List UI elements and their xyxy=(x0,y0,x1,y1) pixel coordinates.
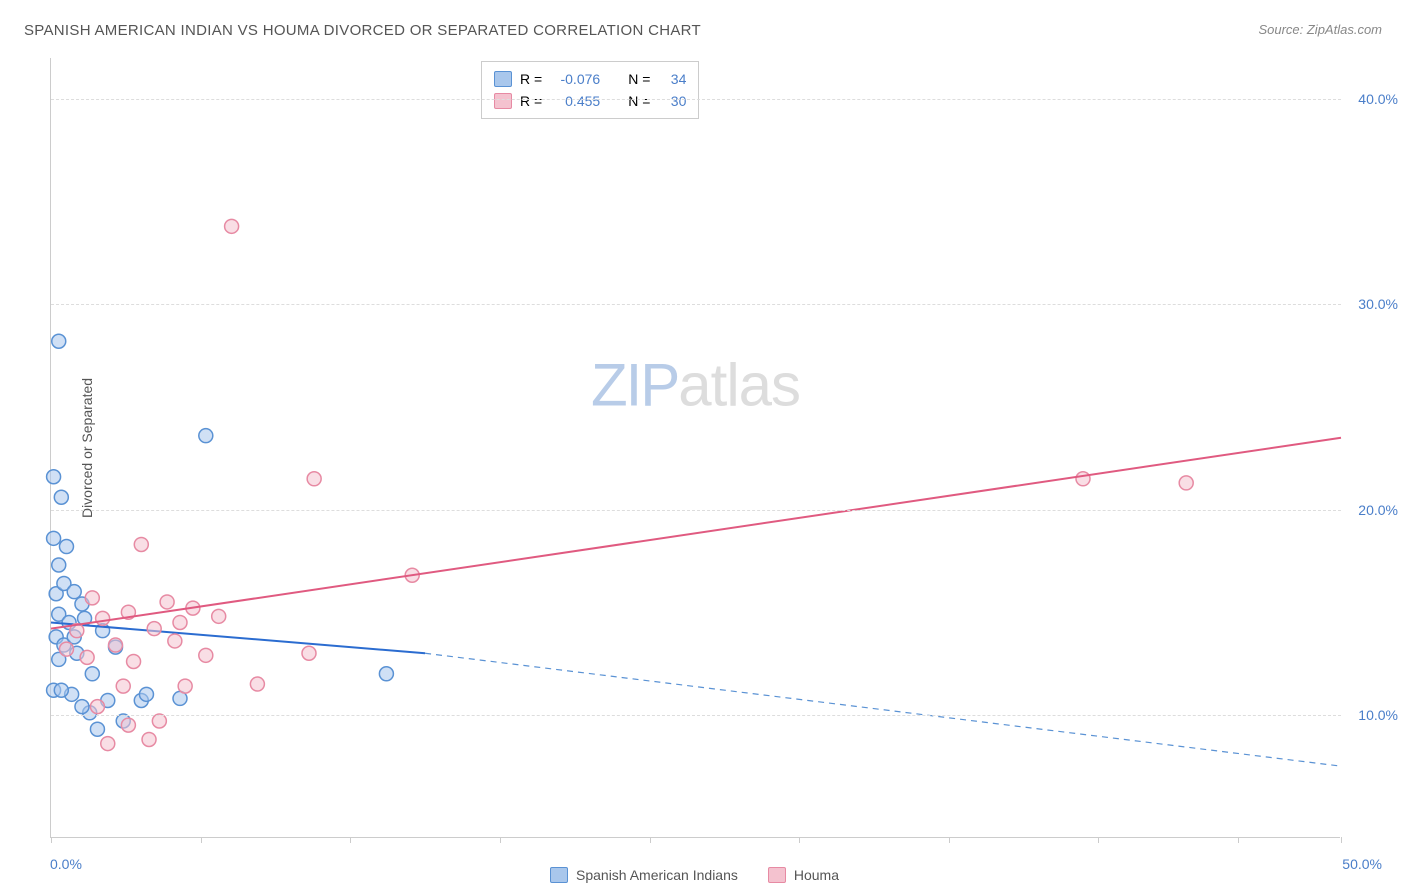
swatch-series-a xyxy=(494,71,512,87)
legend-series: Spanish American Indians Houma xyxy=(550,867,839,883)
regression-line xyxy=(51,438,1341,629)
data-point xyxy=(1179,476,1193,490)
data-point xyxy=(302,646,316,660)
legend-row-b: R = 0.455 N = 30 xyxy=(494,90,686,112)
plot-svg xyxy=(51,58,1341,838)
x-tick xyxy=(1238,837,1239,843)
x-tick-label: 50.0% xyxy=(1342,856,1382,872)
data-point xyxy=(90,722,104,736)
y-tick-label: 40.0% xyxy=(1358,91,1398,107)
data-point xyxy=(47,531,61,545)
data-point xyxy=(85,667,99,681)
r-label: R = xyxy=(520,90,542,112)
data-point xyxy=(152,714,166,728)
x-tick xyxy=(1341,837,1342,843)
data-point xyxy=(307,472,321,486)
x-tick xyxy=(51,837,52,843)
data-point xyxy=(121,718,135,732)
data-point xyxy=(116,679,130,693)
swatch-series-b xyxy=(494,93,512,109)
gridline xyxy=(51,304,1341,305)
x-tick xyxy=(350,837,351,843)
regression-extrapolation xyxy=(425,653,1341,766)
r-label: R = xyxy=(520,68,542,90)
data-point xyxy=(134,537,148,551)
x-tick-label: 0.0% xyxy=(50,856,82,872)
data-point xyxy=(52,558,66,572)
n-value-a: 34 xyxy=(658,68,686,90)
data-point xyxy=(147,622,161,636)
legend-swatch xyxy=(768,867,786,883)
legend-label: Houma xyxy=(794,867,839,883)
data-point xyxy=(379,667,393,681)
y-tick-label: 20.0% xyxy=(1358,502,1398,518)
data-point xyxy=(199,429,213,443)
data-point xyxy=(90,700,104,714)
n-label: N = xyxy=(628,90,650,112)
data-point xyxy=(212,609,226,623)
n-label: N = xyxy=(628,68,650,90)
plot-area: ZIPatlas R = -0.076 N = 34 R = 0.455 N =… xyxy=(50,58,1340,838)
source-attribution: Source: ZipAtlas.com xyxy=(1258,22,1382,37)
x-tick xyxy=(201,837,202,843)
n-value-b: 30 xyxy=(658,90,686,112)
legend-label: Spanish American Indians xyxy=(576,867,738,883)
data-point xyxy=(127,654,141,668)
legend-stats: R = -0.076 N = 34 R = 0.455 N = 30 xyxy=(481,61,699,119)
r-value-a: -0.076 xyxy=(550,68,600,90)
chart-container: Divorced or Separated ZIPatlas R = -0.07… xyxy=(50,58,1380,838)
gridline xyxy=(51,510,1341,511)
data-point xyxy=(80,650,94,664)
data-point xyxy=(199,648,213,662)
gridline xyxy=(51,99,1341,100)
data-point xyxy=(54,683,68,697)
x-tick xyxy=(949,837,950,843)
legend-row-a: R = -0.076 N = 34 xyxy=(494,68,686,90)
legend-item: Spanish American Indians xyxy=(550,867,738,883)
data-point xyxy=(225,219,239,233)
data-point xyxy=(178,679,192,693)
data-point xyxy=(250,677,264,691)
data-point xyxy=(75,700,89,714)
data-point xyxy=(47,470,61,484)
data-point xyxy=(101,737,115,751)
data-point xyxy=(1076,472,1090,486)
chart-title: SPANISH AMERICAN INDIAN VS HOUMA DIVORCE… xyxy=(24,22,701,39)
x-tick xyxy=(650,837,651,843)
x-tick xyxy=(799,837,800,843)
data-point xyxy=(59,642,73,656)
data-point xyxy=(142,732,156,746)
r-value-b: 0.455 xyxy=(550,90,600,112)
data-point xyxy=(173,615,187,629)
data-point xyxy=(109,638,123,652)
data-point xyxy=(59,540,73,554)
x-tick xyxy=(500,837,501,843)
data-point xyxy=(54,490,68,504)
legend-swatch xyxy=(550,867,568,883)
regression-line xyxy=(51,622,425,653)
x-tick xyxy=(1098,837,1099,843)
data-point xyxy=(85,591,99,605)
data-point xyxy=(160,595,174,609)
y-tick-label: 10.0% xyxy=(1358,707,1398,723)
data-point xyxy=(96,611,110,625)
data-point xyxy=(67,585,81,599)
data-point xyxy=(139,687,153,701)
data-point xyxy=(52,334,66,348)
y-tick-label: 30.0% xyxy=(1358,296,1398,312)
data-point xyxy=(168,634,182,648)
legend-item: Houma xyxy=(768,867,839,883)
gridline xyxy=(51,715,1341,716)
